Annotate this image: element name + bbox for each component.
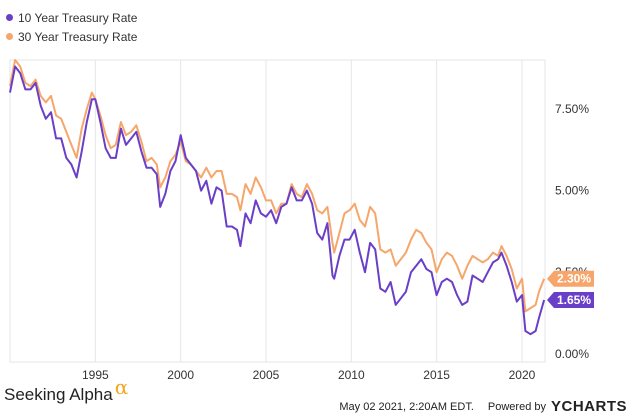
brand-text: Seeking Alpha xyxy=(4,385,113,404)
end-label-bg-0 xyxy=(547,270,594,287)
legend-label-10-year: 10 Year Treasury Rate xyxy=(18,10,138,25)
x-tick-label-2005: 2005 xyxy=(253,368,280,382)
end-label-0: 2.30% xyxy=(557,272,591,286)
x-tick-label-2015: 2015 xyxy=(423,368,450,382)
legend-label-30-year: 30 Year Treasury Rate xyxy=(18,29,138,44)
chart-legend: 10 Year Treasury Rate 30 Year Treasury R… xyxy=(6,8,137,46)
legend-item-30-year[interactable]: 30 Year Treasury Rate xyxy=(6,27,137,46)
legend-dot-30-year xyxy=(6,33,13,40)
series-line-10-year-treasury-rate xyxy=(9,65,546,336)
legend-dot-10-year xyxy=(6,14,13,21)
legend-item-10-year[interactable]: 10 Year Treasury Rate xyxy=(6,8,137,27)
alpha-symbol: α xyxy=(114,375,129,399)
end-label-1: 1.65% xyxy=(557,293,591,307)
x-tick-label-2010: 2010 xyxy=(338,368,365,382)
y-tick-label-2: 5.00% xyxy=(555,184,589,198)
y-tick-label-0: 0.00% xyxy=(555,347,589,361)
end-label-bg-1 xyxy=(547,291,594,308)
x-tick-label-2000: 2000 xyxy=(167,368,194,382)
footer-powered-by: Powered by xyxy=(487,400,546,413)
y-tick-label-3: 7.50% xyxy=(555,102,589,116)
series-line-30-year-treasury-rate xyxy=(9,59,546,313)
ycharts-logo: YCHARTS xyxy=(550,398,627,415)
plot-area xyxy=(9,59,546,363)
chart-footer: May 02 2021, 2:20AM EDT. Powered by YCHA… xyxy=(339,398,627,415)
x-tick-label-1995: 1995 xyxy=(82,368,109,382)
footer-timestamp: May 02 2021, 2:20AM EDT. xyxy=(339,400,474,413)
seeking-alpha-logo: Seeking Alpha α xyxy=(4,375,128,405)
x-tick-label-2020: 2020 xyxy=(509,368,536,382)
